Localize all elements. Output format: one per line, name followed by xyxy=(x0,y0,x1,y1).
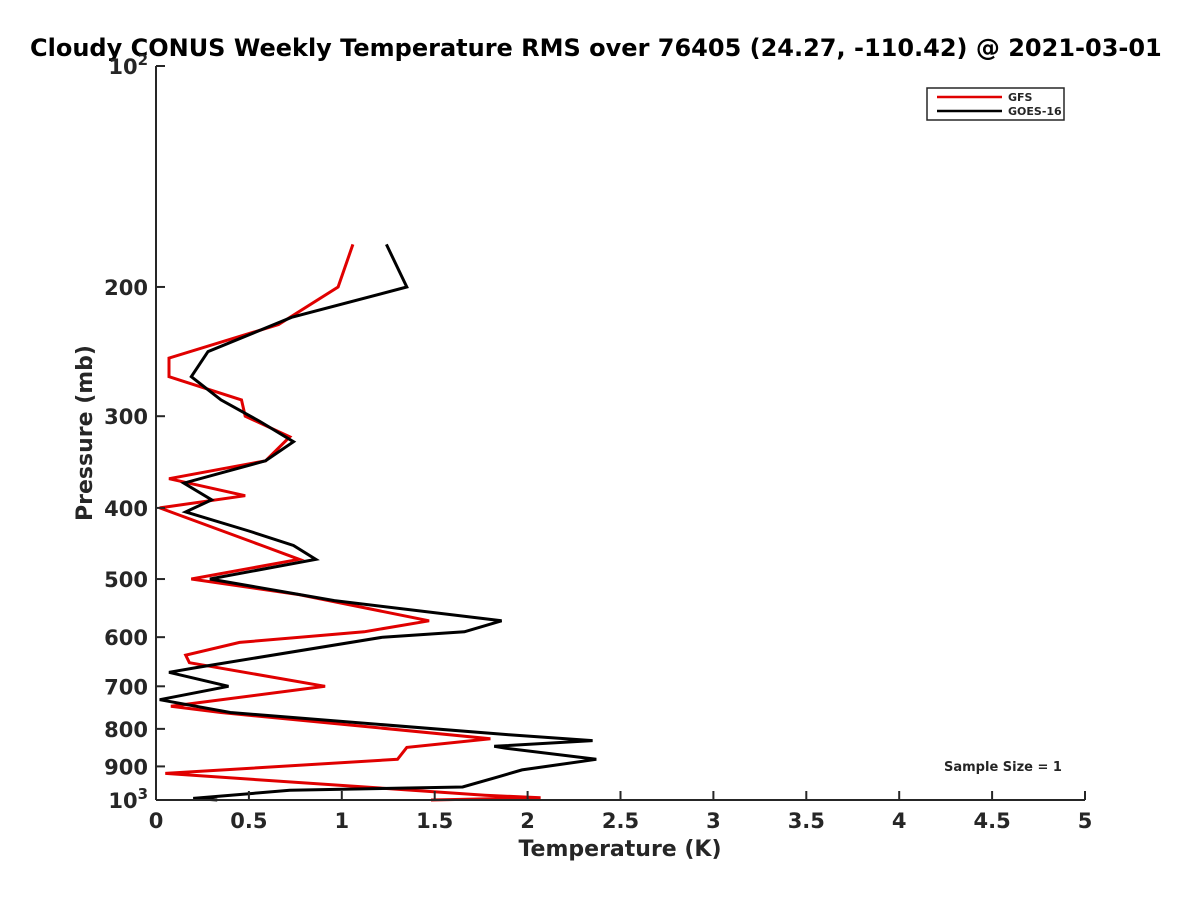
y-tick-label: 102 xyxy=(108,51,148,79)
y-tick-label: 103 xyxy=(108,785,148,813)
legend: GFS GOES-16 xyxy=(926,87,1065,121)
y-tick-label: 500 xyxy=(104,568,148,592)
y-axis-ticks: 102 200 300 400 500 600 700 800 900 103 xyxy=(104,51,165,813)
y-tick-label: 600 xyxy=(104,626,148,650)
x-axis-ticks: 0 0.5 1 1.5 2 2.5 3 3.5 4 4.5 5 xyxy=(149,791,1093,833)
x-tick-label: 1.5 xyxy=(416,809,453,833)
y-axis-label: Pressure (mb) xyxy=(73,345,98,521)
x-tick-label: 5 xyxy=(1078,809,1093,833)
legend-box xyxy=(926,87,1065,121)
x-tick-label: 2.5 xyxy=(602,809,639,833)
series-line-goes16 xyxy=(159,243,597,802)
legend-label-goes16: GOES-16 xyxy=(1008,105,1062,118)
y-tick-label: 800 xyxy=(104,718,148,742)
plot-area xyxy=(156,66,1085,800)
x-tick-label: 0 xyxy=(149,809,164,833)
y-tick-label: 300 xyxy=(104,405,148,429)
legend-label-gfs: GFS xyxy=(1008,91,1033,104)
x-tick-label: 3 xyxy=(706,809,721,833)
x-tick-label: 1 xyxy=(334,809,349,833)
x-tick-label: 0.5 xyxy=(230,809,267,833)
chart-title: Cloudy CONUS Weekly Temperature RMS over… xyxy=(30,34,1162,62)
y-tick-label: 900 xyxy=(104,755,148,779)
plot-lines xyxy=(159,243,597,802)
y-tick-label: 200 xyxy=(104,276,148,300)
x-tick-label: 2 xyxy=(520,809,535,833)
y-tick-label: 700 xyxy=(104,675,148,699)
x-axis-label: Temperature (K) xyxy=(518,837,721,862)
y-tick-label: 400 xyxy=(104,497,148,521)
sample-size-annotation: Sample Size = 1 xyxy=(944,760,1062,775)
x-tick-label: 4 xyxy=(892,809,907,833)
x-tick-label: 3.5 xyxy=(788,809,825,833)
x-tick-label: 4.5 xyxy=(973,809,1010,833)
